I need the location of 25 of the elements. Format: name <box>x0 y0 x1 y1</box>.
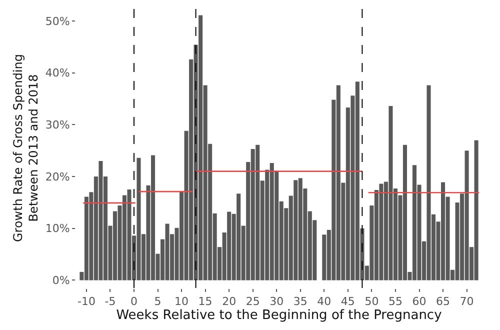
x-tick-label: 30 <box>270 295 284 308</box>
x-tick-label: 35 <box>293 295 308 308</box>
x-tick-label: 0 <box>130 295 138 308</box>
x-tick-label: -10 <box>77 295 96 308</box>
x-tick-label: 40 <box>317 295 332 308</box>
x-tick-label: -5 <box>104 295 116 308</box>
y-tick-label: 50% <box>45 14 70 28</box>
x-tick-label: 20 <box>222 295 236 308</box>
x-tick-label: 5 <box>154 295 162 308</box>
x-tick-label: 65 <box>436 295 450 308</box>
x-axis-title: Weeks Relative to the Beginning of the Pregnancy <box>116 308 442 324</box>
x-tick-label: 60 <box>412 295 426 308</box>
x-tick-label: 70 <box>460 295 474 308</box>
y-tick-label: 40% <box>45 66 70 80</box>
y-tick-label: 20% <box>45 170 70 184</box>
x-tick-label: 55 <box>388 295 402 308</box>
y-tick-label: 30% <box>45 118 70 132</box>
x-tick-label: 15 <box>198 295 212 308</box>
x-tick-label: 10 <box>174 295 189 308</box>
y-tick-label: 0% <box>52 274 70 288</box>
x-tick-label: 45 <box>340 295 355 308</box>
y-axis-title: Growth Rate of Gross Spending Between 2013 and 2018 <box>11 54 41 242</box>
x-tick-label: 25 <box>246 295 260 308</box>
y-tick-label: 10% <box>45 222 70 236</box>
x-tick-label: 50 <box>364 295 379 308</box>
